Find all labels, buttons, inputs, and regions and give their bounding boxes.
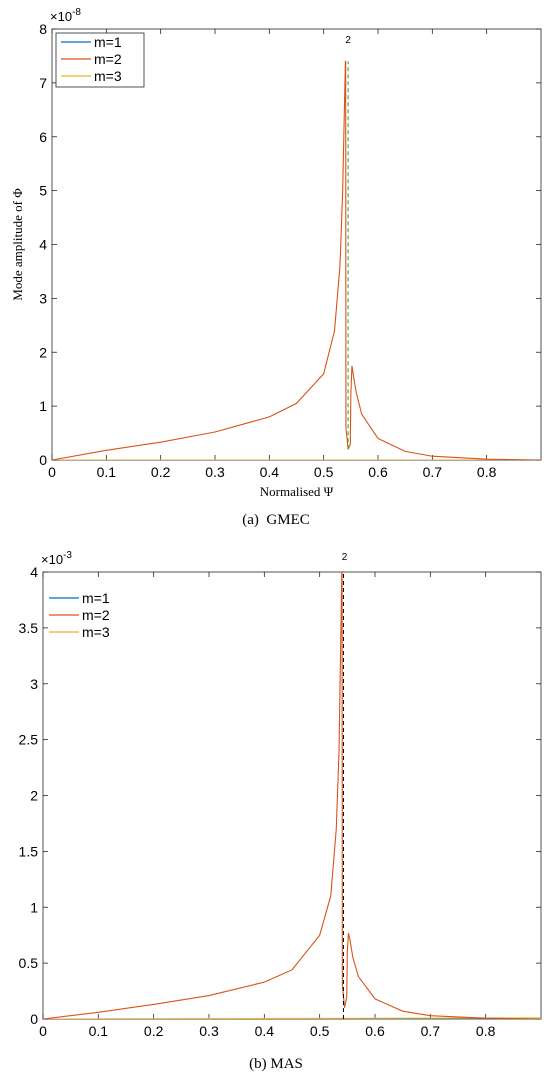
- x-tick-label: 0.3: [205, 464, 225, 480]
- legend: m=1m=2m=3: [55, 32, 145, 88]
- x-axis-label: Normalised Ψ: [260, 484, 334, 499]
- y-tick-label: 2.5: [19, 732, 39, 748]
- caption-b-text: MAS: [270, 1056, 303, 1072]
- series-line-m2: [43, 572, 541, 1019]
- x-tick-label: 0.6: [365, 1023, 385, 1039]
- y-tick-label: 1.5: [19, 843, 39, 859]
- y-tick-label: 5: [39, 183, 47, 199]
- legend-entry: m=2: [94, 51, 122, 67]
- legend: m=1m=2m=3: [49, 590, 110, 640]
- series-group: [52, 60, 541, 460]
- y-axis-label: Mode amplitude of Φ: [10, 188, 25, 301]
- x-tick-label: 0.2: [144, 1023, 164, 1039]
- x-tick-label: 0.8: [477, 464, 497, 480]
- y-tick-label: 1: [39, 398, 47, 414]
- y-tick-label: 0: [30, 1011, 38, 1027]
- caption-a-label: (a): [242, 512, 259, 528]
- legend-entry: m=2: [82, 607, 110, 623]
- y-tick-label: 3: [30, 676, 38, 692]
- x-tick-label: 0.2: [151, 464, 171, 480]
- series-line-m2: [52, 60, 541, 460]
- y-tick-label: 8: [39, 21, 47, 37]
- resonance-annotation: 2: [345, 35, 351, 46]
- caption-b-label: (b): [249, 1056, 267, 1072]
- x-tick-label: 0: [48, 464, 56, 480]
- x-tick-label: 0.5: [310, 1023, 330, 1039]
- y-tick-label: 1: [30, 899, 38, 915]
- y-tick-label: 4: [39, 237, 47, 253]
- x-tick-label: 0.1: [89, 1023, 109, 1039]
- x-tick-label: 0.4: [260, 464, 280, 480]
- caption-b: (b) MAS: [0, 1056, 552, 1073]
- y-tick-label: 4: [30, 564, 38, 580]
- x-tick-label: 0.6: [368, 464, 388, 480]
- chart-b: 0 0.1 0.2 0.3 0.4 0.5 0.6 0.7 0.8 0 0.5 1 1.5 2 2.5 3 3.…: [19, 550, 542, 1039]
- x-tick-label: 0.1: [97, 464, 117, 480]
- plot-area: [42, 571, 542, 1020]
- x-tick-label: 0.3: [199, 1023, 219, 1039]
- x-tick-label: 0.5: [314, 464, 334, 480]
- y-tick-label: 3: [39, 290, 47, 306]
- y-exponent-label: ×10-3: [41, 550, 72, 567]
- y-tick-label: 2: [39, 344, 47, 360]
- x-tick-label: 0.4: [255, 1023, 275, 1039]
- y-tick-label: 0: [39, 452, 47, 468]
- caption-a-text: GMEC: [266, 512, 310, 528]
- series-line-m3: [43, 1017, 541, 1019]
- caption-a: (a) GMEC: [0, 512, 552, 529]
- chart-a: 0 0.1 0.2 0.3 0.4 0.5 0.6 0.7 0.8 0 1 2 3 4 5 6 7 8×10-8 N…: [10, 7, 542, 499]
- y-exponent-label: ×10-8: [50, 7, 81, 24]
- plot-area: [51, 28, 542, 461]
- resonance-annotation: 2: [342, 552, 348, 563]
- x-tick-label: 0: [39, 1023, 47, 1039]
- y-tick-label: 0.5: [19, 955, 39, 971]
- legend-entry: m=1: [94, 34, 122, 50]
- legend-entry: m=3: [94, 68, 122, 84]
- y-tick-label: 7: [39, 75, 47, 91]
- x-tick-label: 0.8: [476, 1023, 496, 1039]
- x-tick-label: 0.7: [423, 464, 443, 480]
- y-tick-label: 6: [39, 129, 47, 145]
- y-tick-label: 3.5: [19, 620, 39, 636]
- legend-entry: m=3: [82, 624, 110, 640]
- series-group: [43, 572, 541, 1019]
- x-tick-label: 0.7: [421, 1023, 441, 1039]
- legend-entry: m=1: [82, 590, 110, 606]
- y-tick-label: 2: [30, 788, 38, 804]
